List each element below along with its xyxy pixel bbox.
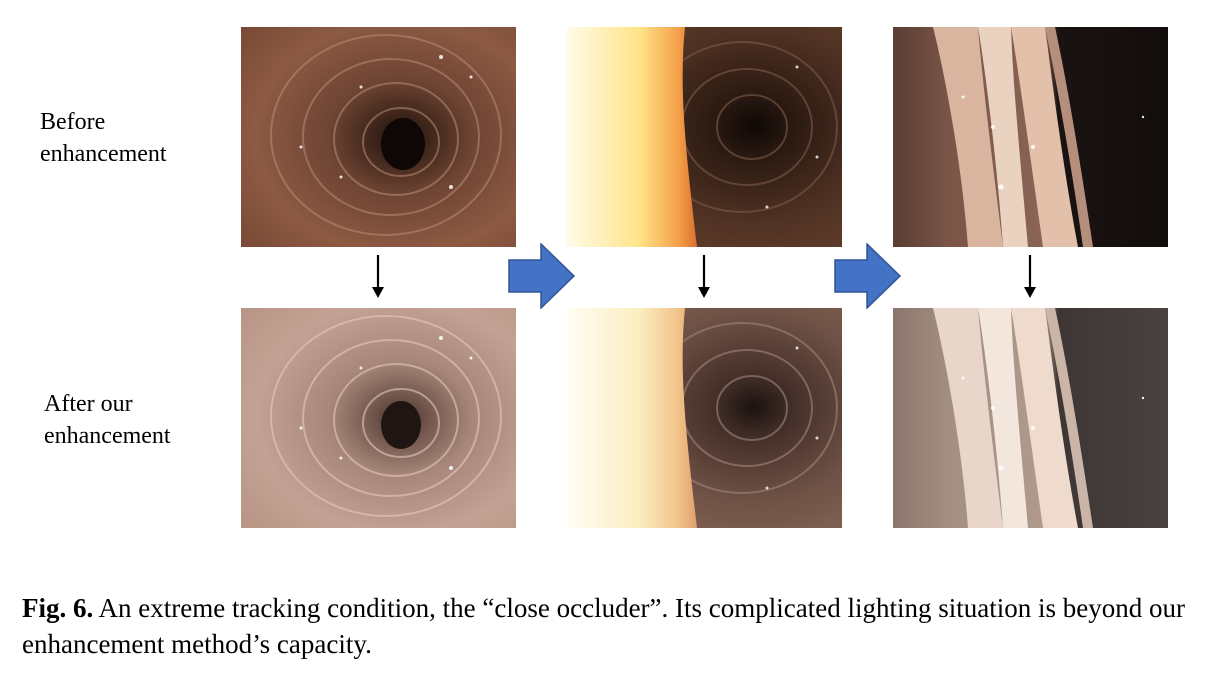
frame1-after-image [241, 308, 516, 528]
before-label-line1: Before [40, 109, 106, 135]
right-arrow-icon [834, 243, 902, 309]
down-arrow-icon [372, 255, 384, 298]
frame3-before-image [893, 27, 1168, 247]
down-arrow-icon [1024, 255, 1036, 298]
frame2-after-image [567, 308, 842, 528]
right-arrow-icon [508, 243, 576, 309]
figure-number: Fig. 6. [22, 593, 94, 623]
down-arrow-icon [698, 255, 710, 298]
before-label-line2: enhancement [40, 141, 167, 167]
before-enhancement-label: Before enhancement [40, 106, 167, 170]
after-label-line2: enhancement [44, 423, 171, 449]
after-label-line1: After our [44, 391, 133, 417]
frame1-before-image [241, 27, 516, 247]
figure-caption: Fig. 6. An extreme tracking condition, t… [22, 590, 1212, 662]
frame2-before-image [567, 27, 842, 247]
after-enhancement-label: After our enhancement [44, 388, 171, 452]
caption-text: An extreme tracking condition, the “clos… [22, 593, 1185, 659]
frame3-after-image [893, 308, 1168, 528]
